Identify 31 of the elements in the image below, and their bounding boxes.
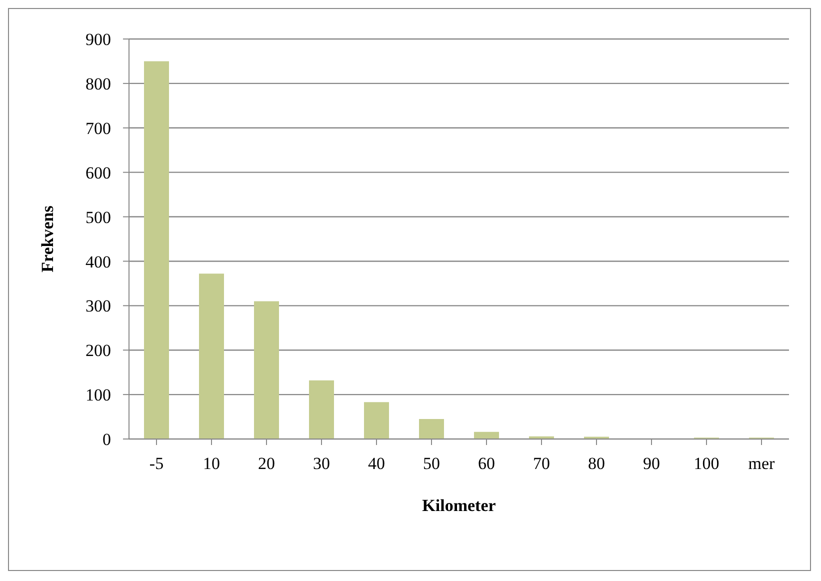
y-tick-label: 200: [86, 341, 111, 360]
x-tick-label: mer: [748, 454, 776, 474]
x-tick-label: 50: [423, 454, 440, 474]
x-axis-title: Kilometer: [422, 496, 496, 515]
y-tick-label: 100: [86, 386, 111, 405]
bar: [254, 301, 279, 439]
x-tick-label: 100: [694, 454, 720, 474]
y-tick-label: 700: [86, 118, 111, 138]
bar: [309, 380, 334, 439]
bar: [419, 419, 444, 439]
x-tick-label: -5: [149, 454, 164, 474]
x-tick-label: 40: [368, 454, 385, 474]
y-tick-label: 300: [86, 296, 111, 316]
bar: [474, 432, 499, 439]
x-tick-label: 60: [478, 454, 495, 474]
y-tick-label: 800: [86, 74, 111, 94]
y-tick-label: 400: [86, 252, 111, 272]
bar: [144, 61, 169, 439]
x-tick-label: 20: [258, 454, 275, 474]
x-tick-label: 10: [203, 454, 220, 474]
y-axis-title: Frekvens: [38, 205, 58, 272]
x-tick-label: 80: [588, 454, 605, 474]
y-tick-label: 0: [102, 430, 111, 450]
x-tick-label: 30: [313, 454, 330, 474]
y-tick-label: 900: [86, 30, 111, 50]
x-tick-label: 90: [643, 454, 660, 474]
bar: [199, 274, 224, 439]
bar: [364, 402, 389, 439]
y-tick-label: 600: [86, 163, 111, 182]
y-tick-label: 500: [86, 208, 111, 227]
x-tick-label: 70: [533, 454, 550, 474]
